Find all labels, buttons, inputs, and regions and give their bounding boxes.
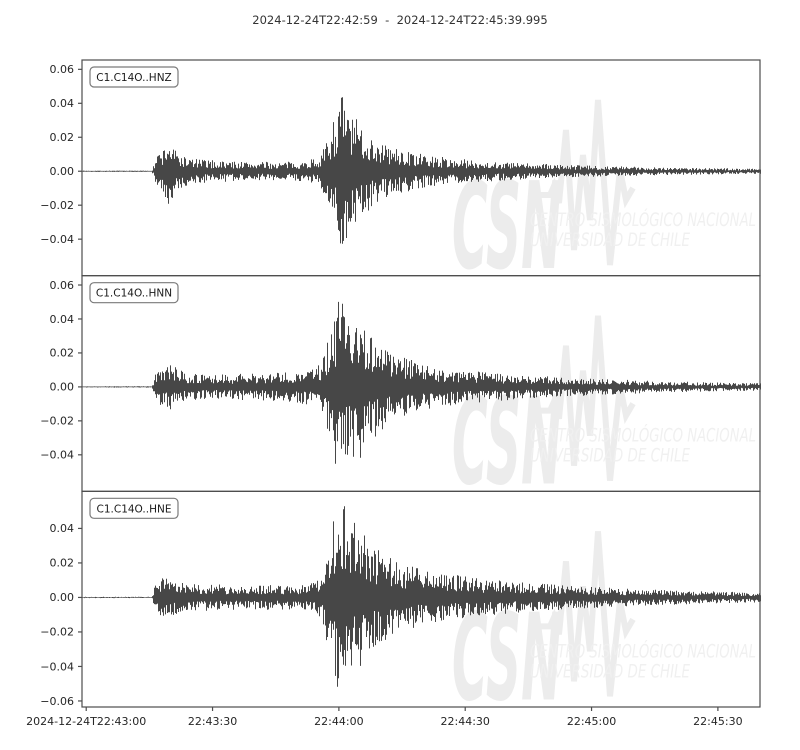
x-tick-label: 22:45:00 (567, 715, 616, 728)
x-tick-label: 22:44:00 (314, 715, 363, 728)
trace-id-label: C1.C14O..HNE (97, 503, 172, 515)
trace-id-badge: C1.C14O..HNE (89, 497, 179, 519)
y-tick-label: −0.04 (40, 233, 74, 246)
y-tick-label: 0.02 (50, 131, 75, 144)
y-tick-label: −0.02 (40, 199, 74, 212)
y-tick-label: 0.00 (50, 165, 75, 178)
y-tick-label: −0.04 (40, 660, 74, 673)
x-tick-label: 22:44:30 (441, 715, 490, 728)
x-tick-label: 22:43:30 (188, 715, 237, 728)
y-tick-label: 0.00 (50, 381, 75, 394)
trace-id-box (89, 497, 179, 519)
trace-id-label: C1.C14O..HNN (96, 288, 172, 300)
y-tick-label: 0.06 (50, 279, 75, 292)
y-tick-label: −0.02 (40, 415, 74, 428)
watermark-line2: UNIVERSIDAD DE CHILE (530, 660, 690, 682)
watermark-line2: UNIVERSIDAD DE CHILE (530, 229, 690, 251)
y-tick-label: −0.02 (40, 626, 74, 639)
watermark-line2: UNIVERSIDAD DE CHILE (530, 445, 690, 467)
trace-id-badge: C1.C14O..HNN (89, 282, 179, 304)
y-tick-label: −0.04 (40, 449, 74, 462)
figure-title: 2024-12-24T22:42:59 - 2024-12-24T22:45:3… (252, 13, 547, 27)
subplot-border (81, 490, 761, 708)
trace-id-label: C1.C14O..HNZ (96, 72, 172, 84)
csn-logo-text: CSN (452, 158, 562, 297)
y-tick-label: 0.04 (50, 97, 75, 110)
trace-id-badge: C1.C14O..HNZ (89, 66, 179, 88)
trace-id-box (89, 66, 179, 88)
x-tick-label: 2024-12-24T22:43:00 (26, 715, 146, 728)
watermark-line1: CENTRO SISMOLÓGICO NACIONAL (530, 207, 756, 231)
y-tick-label: 0.04 (50, 522, 75, 535)
y-tick-label: 0.04 (50, 313, 75, 326)
y-tick-label: 0.02 (50, 557, 75, 570)
watermark-line1: CENTRO SISMOLÓGICO NACIONAL (530, 423, 756, 447)
y-tick-label: 0.00 (50, 591, 75, 604)
x-tick-label: 22:45:30 (693, 715, 742, 728)
y-tick-label: 0.06 (50, 63, 75, 76)
x-axis: 2024-12-24T22:43:00 22:43:30 22:44:00 22:44… (26, 707, 743, 728)
y-tick-label: 0.02 (50, 347, 75, 360)
watermark-line1: CENTRO SISMOLÓGICO NACIONAL (530, 638, 756, 662)
y-tick-label: −0.06 (40, 695, 74, 708)
trace-id-box (89, 282, 179, 304)
